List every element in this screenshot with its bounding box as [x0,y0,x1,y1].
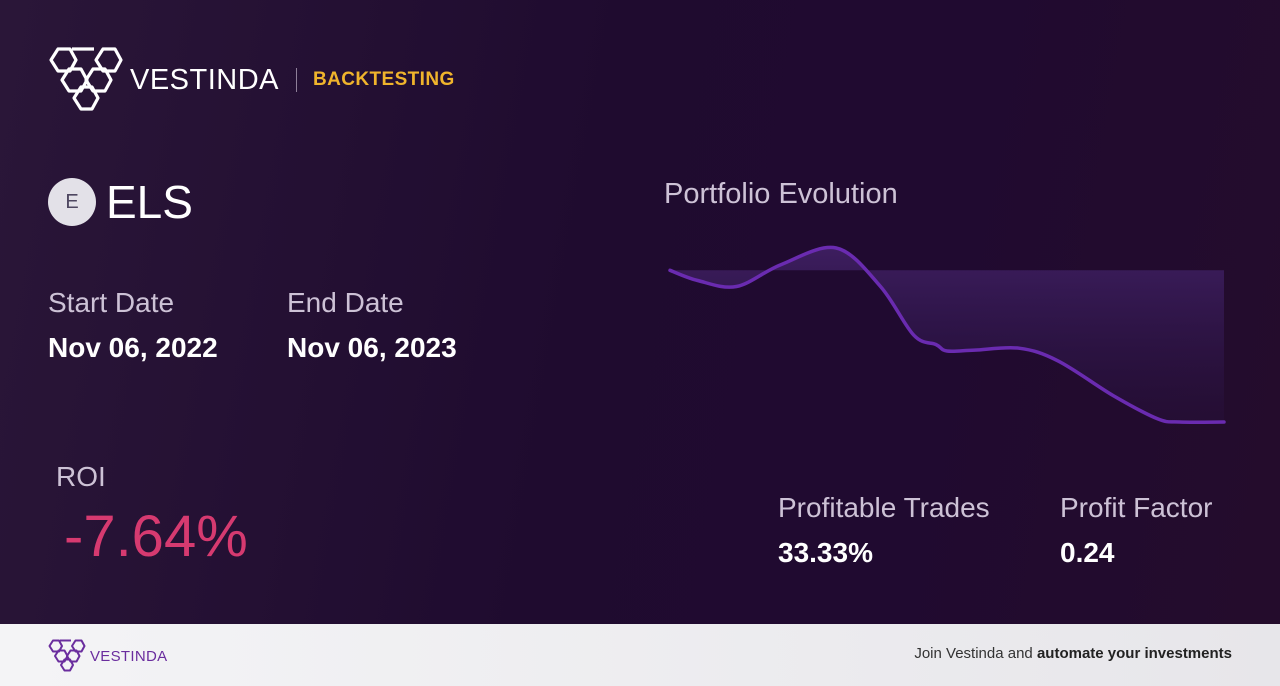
vestinda-logo-icon [48,639,86,672]
brand-divider [296,68,298,92]
chart-area-fill [670,247,1224,423]
start-date-value: Nov 06, 2022 [48,332,218,363]
roi-label: ROI [56,461,106,492]
ticker-symbol: ELS [106,176,193,228]
brand-header: VESTINDA BACKTESTING [48,46,455,114]
footer-cta-prefix: Join Vestinda and [914,645,1037,662]
chart-series-line [668,245,1226,424]
brand-tagline: BACKTESTING [313,69,455,90]
profit-factor-value: 0.24 [1060,537,1115,568]
profit-factor-label: Profit Factor [1060,492,1213,523]
footer-cta-bold: automate your investments [1036,645,1232,662]
chart-title: Portfolio Evolution [664,178,898,210]
footer-brand[interactable]: VESTINDA [48,639,167,673]
start-date-label: Start Date [48,287,175,318]
portfolio-evolution-chart [668,245,1226,424]
profitable-trades-label: Profitable Trades [778,492,990,523]
ticker-badge: E [48,178,96,226]
footer-cta[interactable]: Join Vestinda and automate your investme… [914,646,1232,661]
footer-bar: VESTINDA Join Vestinda and automate your… [0,624,1280,686]
brand-name: VESTINDA [130,63,280,96]
end-date-label: End Date [287,287,404,318]
end-date-value: Nov 06, 2023 [287,332,457,363]
backtest-card: VESTINDA BACKTESTING E ELS Start Date No… [0,0,1280,624]
vestinda-logo-icon [49,47,123,111]
ticker-heading: E ELS [48,178,193,226]
roi-value: -7.64% [64,504,248,569]
footer-brand-name: VESTINDA [90,647,168,665]
profitable-trades-value: 33.33% [778,537,873,568]
